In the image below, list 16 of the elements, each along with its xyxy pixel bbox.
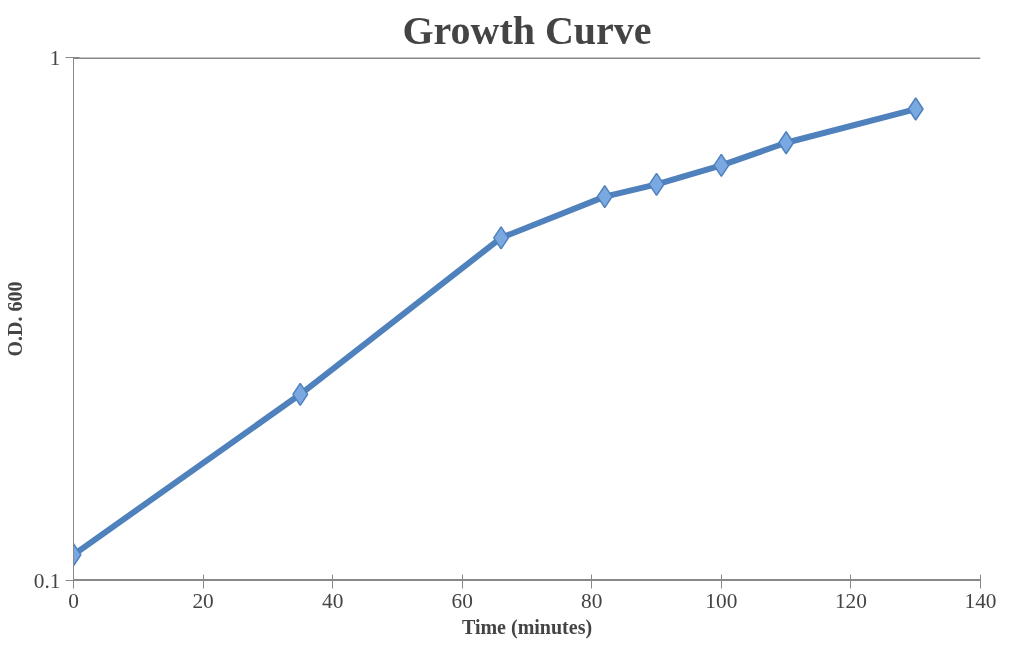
x-tick-label: 140: [964, 588, 997, 613]
y-tick-label: 0.1: [33, 568, 61, 593]
y-tick-label: 1: [49, 45, 61, 70]
x-tick-label: 20: [192, 588, 214, 613]
x-tick-label: 0: [68, 588, 79, 613]
x-tick-label: 100: [705, 588, 738, 613]
x-axis-title: Time (minutes): [461, 615, 593, 639]
x-tick-label: 120: [834, 588, 867, 613]
point: [493, 226, 510, 250]
chart-title: Growth Curve: [402, 7, 652, 53]
x-tick-label: 60: [451, 588, 473, 613]
y-axis-title: O.D. 600: [3, 281, 26, 357]
x-tick-label: 40: [321, 588, 344, 613]
x-tick-label: 80: [581, 588, 603, 613]
point: [778, 131, 795, 155]
point: [907, 97, 924, 121]
